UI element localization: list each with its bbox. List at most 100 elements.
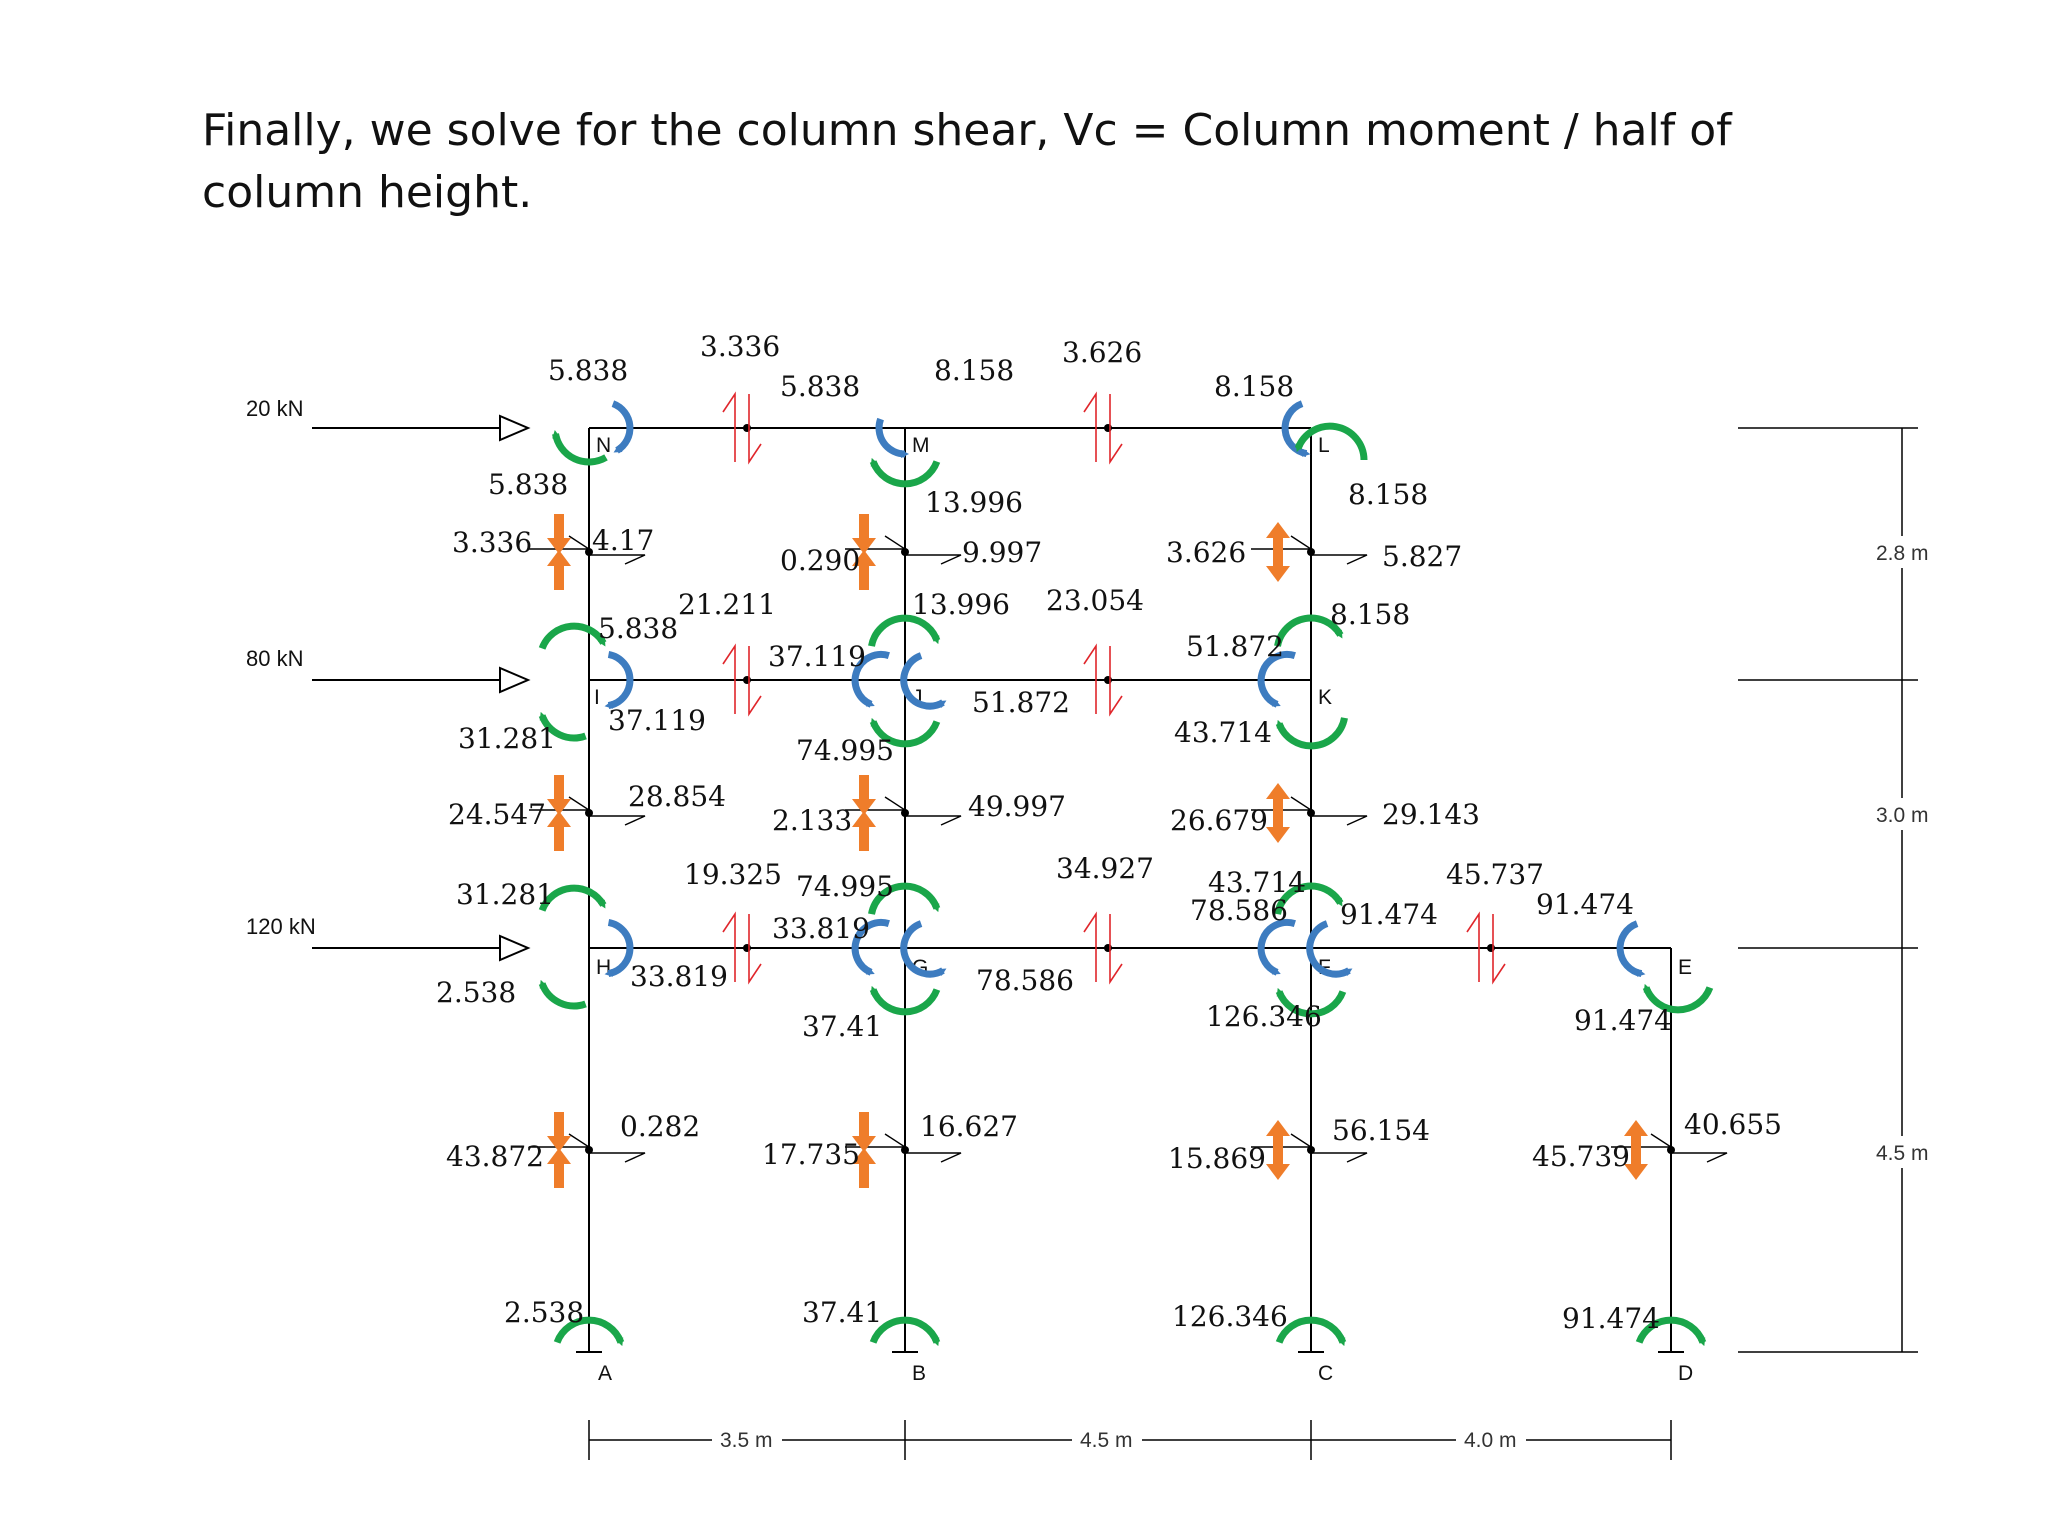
- node-label-n: N: [596, 434, 611, 457]
- beam-shear-arrow: [722, 391, 736, 462]
- moment-arrow-green: [1275, 717, 1348, 750]
- axial-arrow-shaft: [1273, 803, 1283, 827]
- moment-arrow-green: [869, 985, 941, 1016]
- moment-label: 74.995: [796, 734, 894, 767]
- moment-arrow-green: [1274, 614, 1344, 647]
- column-shear-label: 17.735: [762, 1138, 860, 1171]
- force-symbols: [529, 391, 1728, 1347]
- axial-arrow-shaft: [1273, 1140, 1283, 1164]
- beam-shear-arrow: [1083, 643, 1097, 714]
- axial-arrow-shaft: [554, 1164, 564, 1188]
- moment-label: 91.474: [1562, 1302, 1660, 1335]
- moment-label: 8.158: [934, 354, 1014, 387]
- node-label-k: K: [1318, 686, 1332, 709]
- column-shear-arrow: [589, 815, 646, 826]
- beam-shear-label: 34.927: [1056, 852, 1154, 885]
- axial-arrow-head: [1266, 783, 1290, 799]
- dimension-story-top: 2.8 m: [1876, 542, 1929, 565]
- moment-arrow-blue: [1616, 920, 1646, 978]
- axial-arrow-shaft: [554, 775, 564, 799]
- column-shear-label: 5.827: [1382, 540, 1462, 573]
- moment-label: 5.838: [488, 468, 568, 501]
- beam-shear-arrow: [748, 394, 762, 465]
- column-shear-label: 3.336: [452, 526, 532, 559]
- node-label-j: J: [912, 686, 923, 709]
- axial-arrow-head: [852, 799, 876, 815]
- column-shear-label: 45.739: [1532, 1140, 1630, 1173]
- moment-label: 8.158: [1214, 370, 1294, 403]
- moment-label: 31.281: [456, 878, 554, 911]
- moment-label: 8.158: [1348, 478, 1428, 511]
- beam-shear-arrow: [1109, 394, 1123, 465]
- moment-label: 2.538: [504, 1296, 584, 1329]
- axial-arrow-head: [852, 550, 876, 566]
- moment-arrow-blue: [1257, 650, 1296, 708]
- column-shear-arrow: [1671, 1152, 1728, 1163]
- column-shear-label: 24.547: [448, 798, 546, 831]
- axial-arrow-shaft: [1631, 1140, 1641, 1164]
- axial-arrow-head: [547, 538, 571, 554]
- node-label-l: L: [1318, 434, 1330, 457]
- moment-arrow-blue: [1306, 920, 1353, 978]
- axial-arrow-shaft: [554, 827, 564, 851]
- moment-arrow-green: [538, 979, 587, 1010]
- beam-shear-arrow: [1083, 391, 1097, 462]
- moment-arrow-green: [869, 1316, 941, 1347]
- moment-label: 91.474: [1340, 898, 1438, 931]
- axial-arrow-shaft: [859, 827, 869, 851]
- moment-arrow-green: [1635, 1316, 1707, 1347]
- node-label-i: I: [594, 686, 600, 709]
- axial-arrow-head: [1266, 827, 1290, 843]
- column-shear-arrow: [905, 554, 962, 565]
- beam-shear-arrow: [1083, 911, 1097, 982]
- column-shear-label: 15.869: [1168, 1142, 1266, 1175]
- column-shear-label: 2.133: [772, 804, 852, 837]
- dimension-story-mid: 3.0 m: [1876, 804, 1929, 827]
- beam-shear-arrow: [748, 646, 762, 717]
- node-label-c: C: [1318, 1362, 1333, 1385]
- moment-arrow-green: [538, 711, 587, 742]
- moment-arrow-green: [553, 1316, 625, 1347]
- load-label-second: 80 kN: [246, 646, 303, 671]
- axial-arrow-head: [852, 538, 876, 554]
- moment-label: 91.474: [1536, 888, 1634, 921]
- moment-label: 13.996: [925, 486, 1023, 519]
- column-shear-arrow: [589, 1152, 646, 1163]
- axial-arrow-head: [1266, 566, 1290, 582]
- moment-label: 126.346: [1206, 1000, 1322, 1033]
- column-shear-label: 26.679: [1170, 804, 1268, 837]
- column-shear-label: 43.872: [446, 1140, 544, 1173]
- column-shear-label: 0.282: [620, 1110, 700, 1143]
- beam-shear-arrow: [722, 911, 736, 982]
- beam-shear-label: 3.336: [700, 330, 780, 363]
- column-shear-arrow: [589, 554, 646, 565]
- moment-label: 126.346: [1172, 1300, 1288, 1333]
- axial-arrow-shaft: [859, 1164, 869, 1188]
- axial-arrow-shaft: [554, 514, 564, 538]
- moment-label: 5.838: [598, 612, 678, 645]
- moment-label: 43.714: [1174, 716, 1272, 749]
- node-label-a: A: [598, 1362, 612, 1385]
- moment-label: 33.819: [772, 912, 870, 945]
- load-label-first: 120 kN: [246, 914, 316, 939]
- beam-shear-label: 19.325: [684, 858, 782, 891]
- axial-arrow-shaft: [859, 1112, 869, 1136]
- moment-label: 74.995: [796, 870, 894, 903]
- moment-arrow-green: [1294, 422, 1368, 461]
- axial-arrow-shaft: [859, 514, 869, 538]
- column-shear-arrow: [529, 1133, 592, 1148]
- beam-shear-arrow: [1492, 914, 1506, 985]
- column-shear-label: 9.997: [962, 536, 1042, 569]
- moment-arrow-blue: [851, 650, 890, 708]
- moment-arrow-green: [869, 717, 941, 748]
- axial-arrow-head: [547, 799, 571, 815]
- beam-shear-arrow: [1109, 646, 1123, 717]
- moment-arrow-green: [538, 884, 607, 912]
- moment-label: 78.586: [1190, 894, 1288, 927]
- moment-arrow-blue: [604, 650, 634, 710]
- beam-shear-arrow: [722, 643, 736, 714]
- moment-label: 2.538: [436, 976, 516, 1009]
- moment-arrow-blue: [1257, 918, 1296, 976]
- column-shear-arrow: [845, 796, 908, 811]
